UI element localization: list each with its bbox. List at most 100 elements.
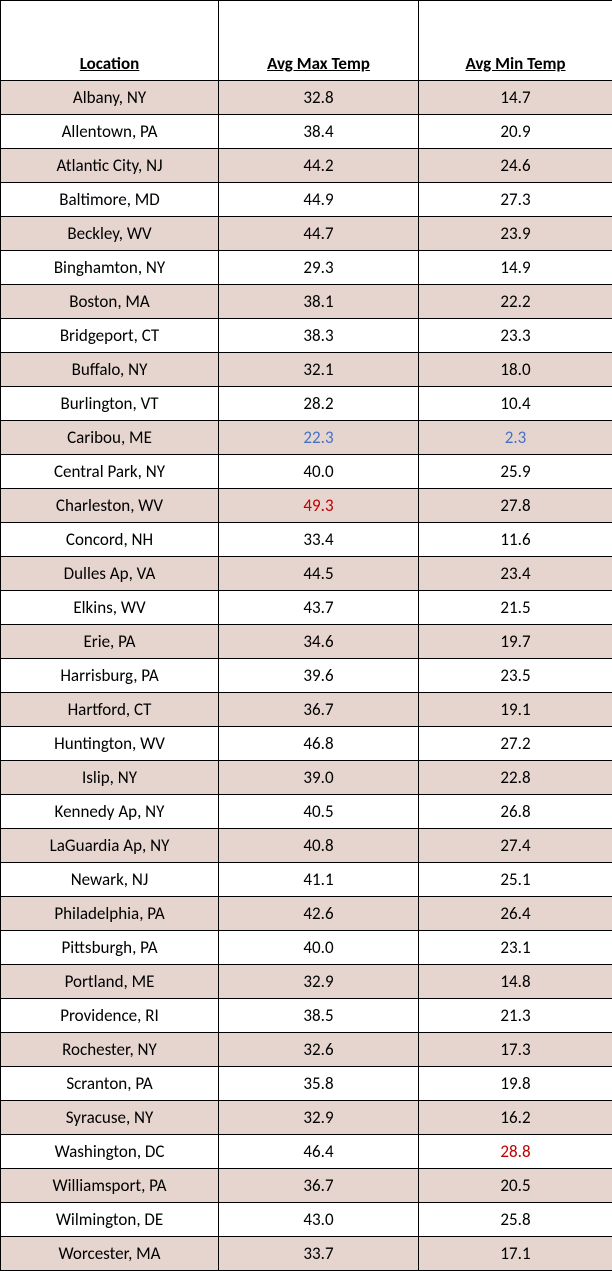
cell-location: Burlington, VT [1,387,219,421]
cell-avg-min: 11.6 [419,523,612,557]
cell-location: Beckley, WV [1,217,219,251]
cell-location: Erie, PA [1,625,219,659]
cell-location: Williamsport, PA [1,1169,219,1203]
cell-avg-min: 20.5 [419,1169,612,1203]
cell-avg-min: 17.1 [419,1237,612,1271]
cell-avg-min: 27.3 [419,183,612,217]
cell-avg-max: 40.0 [219,455,419,489]
col-header-location: Location [1,1,219,81]
cell-avg-min: 23.1 [419,931,612,965]
table-row: Buffalo, NY32.118.0 [1,353,612,387]
cell-avg-max: 34.6 [219,625,419,659]
col-header-avg-min: Avg Min Temp [419,1,612,81]
cell-avg-max: 36.7 [219,1169,419,1203]
cell-location: Central Park, NY [1,455,219,489]
table-row: Pittsburgh, PA40.023.1 [1,931,612,965]
cell-avg-min: 23.3 [419,319,612,353]
table-row: Burlington, VT28.210.4 [1,387,612,421]
cell-avg-max: 41.1 [219,863,419,897]
cell-location: Worcester, MA [1,1237,219,1271]
table-row: Elkins, WV43.721.5 [1,591,612,625]
cell-avg-min: 18.0 [419,353,612,387]
cell-location: Atlantic City, NJ [1,149,219,183]
table-row: Boston, MA38.122.2 [1,285,612,319]
cell-location: Boston, MA [1,285,219,319]
cell-avg-max: 33.4 [219,523,419,557]
cell-avg-min: 14.9 [419,251,612,285]
cell-avg-min: 23.5 [419,659,612,693]
cell-avg-max: 32.6 [219,1033,419,1067]
cell-avg-min: 20.9 [419,115,612,149]
cell-avg-max: 32.9 [219,1101,419,1135]
cell-location: Binghamton, NY [1,251,219,285]
cell-avg-min: 28.8 [419,1135,612,1169]
table-row: Beckley, WV44.723.9 [1,217,612,251]
cell-avg-max: 43.0 [219,1203,419,1237]
cell-location: LaGuardia Ap, NY [1,829,219,863]
cell-avg-max: 42.6 [219,897,419,931]
table-row: Concord, NH33.411.6 [1,523,612,557]
cell-avg-max: 44.7 [219,217,419,251]
cell-avg-min: 14.7 [419,81,612,115]
temperature-table: Location Avg Max Temp Avg Min Temp Alban… [0,0,612,1271]
cell-avg-max: 39.0 [219,761,419,795]
table-header-row: Location Avg Max Temp Avg Min Temp [1,1,612,81]
cell-avg-min: 2.3 [419,421,612,455]
cell-avg-min: 26.8 [419,795,612,829]
table-row: Kennedy Ap, NY40.526.8 [1,795,612,829]
cell-avg-max: 36.7 [219,693,419,727]
cell-location: Concord, NH [1,523,219,557]
table-row: Providence, RI38.521.3 [1,999,612,1033]
table-row: Newark, NJ41.125.1 [1,863,612,897]
cell-avg-min: 23.9 [419,217,612,251]
cell-avg-max: 46.4 [219,1135,419,1169]
table-row: Harrisburg, PA39.623.5 [1,659,612,693]
table-row: Syracuse, NY32.916.2 [1,1101,612,1135]
table-row: LaGuardia Ap, NY40.827.4 [1,829,612,863]
table-row: Scranton, PA35.819.8 [1,1067,612,1101]
cell-location: Bridgeport, CT [1,319,219,353]
cell-avg-max: 39.6 [219,659,419,693]
col-header-avg-max: Avg Max Temp [219,1,419,81]
cell-avg-max: 49.3 [219,489,419,523]
table-row: Philadelphia, PA42.626.4 [1,897,612,931]
cell-location: Rochester, NY [1,1033,219,1067]
cell-location: Pittsburgh, PA [1,931,219,965]
cell-avg-max: 40.5 [219,795,419,829]
cell-avg-min: 10.4 [419,387,612,421]
cell-location: Huntington, WV [1,727,219,761]
cell-location: Charleston, WV [1,489,219,523]
cell-location: Scranton, PA [1,1067,219,1101]
cell-location: Kennedy Ap, NY [1,795,219,829]
cell-location: Baltimore, MD [1,183,219,217]
cell-location: Philadelphia, PA [1,897,219,931]
cell-avg-min: 23.4 [419,557,612,591]
table-row: Binghamton, NY29.314.9 [1,251,612,285]
table-row: Dulles Ap, VA44.523.4 [1,557,612,591]
cell-avg-max: 32.1 [219,353,419,387]
table-row: Hartford, CT36.719.1 [1,693,612,727]
table-row: Huntington, WV46.827.2 [1,727,612,761]
table-body: Albany, NY32.814.7Allentown, PA38.420.9A… [1,81,612,1271]
table-row: Erie, PA34.619.7 [1,625,612,659]
cell-avg-min: 19.8 [419,1067,612,1101]
cell-avg-min: 21.3 [419,999,612,1033]
cell-avg-min: 22.8 [419,761,612,795]
cell-location: Allentown, PA [1,115,219,149]
cell-avg-max: 22.3 [219,421,419,455]
table-row: Allentown, PA38.420.9 [1,115,612,149]
cell-location: Washington, DC [1,1135,219,1169]
cell-avg-min: 21.5 [419,591,612,625]
table-row: Caribou, ME22.32.3 [1,421,612,455]
table-row: Islip, NY39.022.8 [1,761,612,795]
cell-avg-min: 25.1 [419,863,612,897]
cell-avg-min: 25.8 [419,1203,612,1237]
cell-avg-min: 27.2 [419,727,612,761]
cell-avg-min: 27.4 [419,829,612,863]
cell-avg-max: 38.3 [219,319,419,353]
cell-avg-max: 29.3 [219,251,419,285]
table-row: Atlantic City, NJ44.224.6 [1,149,612,183]
table-row: Albany, NY32.814.7 [1,81,612,115]
cell-avg-min: 17.3 [419,1033,612,1067]
cell-location: Wilmington, DE [1,1203,219,1237]
